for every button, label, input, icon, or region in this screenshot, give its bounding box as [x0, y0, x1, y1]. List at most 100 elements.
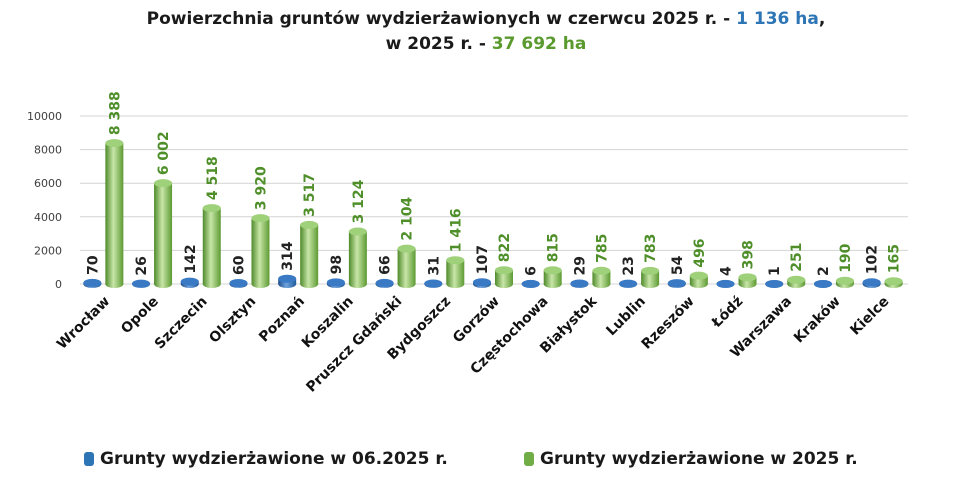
chart-title-line-1: Powierzchnia gruntów wydzierżawionych w …	[0, 9, 972, 29]
legend-label-yearly: Grunty wydzierżawione w 2025 r.	[540, 449, 858, 469]
data-label-blue: 142	[183, 244, 199, 273]
x-tick-label: Lublin	[603, 294, 649, 340]
data-label-blue: 98	[329, 255, 345, 274]
data-label-green: 6 002	[156, 131, 172, 175]
data-label-green: 3 920	[253, 166, 269, 210]
data-label-blue: 102	[865, 245, 881, 274]
legend-item-monthly: Grunty wydzierżawione w 06.2025 r.	[84, 449, 448, 469]
y-tick-label: 6000	[34, 177, 62, 190]
data-label-green: 785	[594, 234, 610, 263]
bar-blue	[375, 278, 394, 288]
data-label-green: 496	[692, 238, 708, 267]
bar-blue	[667, 279, 686, 288]
data-label-green: 3 517	[302, 173, 318, 217]
data-label-blue: 2	[816, 266, 832, 276]
data-label-green: 783	[643, 234, 659, 263]
bar-blue	[83, 278, 102, 288]
legend-swatch-green	[524, 452, 534, 466]
y-tick-label: 2000	[34, 244, 62, 257]
x-tick-label: Kraków	[791, 293, 844, 346]
x-tick-label: Opole	[118, 294, 162, 338]
bar-blue	[229, 278, 248, 288]
x-tick-label: Olsztyn	[206, 294, 259, 347]
y-tick-label: 0	[55, 278, 62, 291]
bar-blue	[619, 279, 638, 288]
bar-green	[543, 266, 562, 288]
y-tick-label: 10000	[27, 110, 62, 123]
data-label-blue: 31	[426, 256, 442, 275]
data-label-blue: 60	[231, 255, 247, 275]
bar-green	[300, 220, 319, 288]
x-axis-labels: Wrocław OpoleSzczecinOlsztynPoznańKoszali…	[54, 293, 892, 396]
bar-blue	[765, 279, 784, 288]
data-label-green: 398	[741, 240, 757, 269]
data-label-green: 190	[838, 243, 854, 272]
title-line-2-prefix: w 2025 r. -	[385, 34, 492, 54]
bar-green	[495, 266, 513, 288]
bar-green	[446, 256, 465, 288]
data-label-blue: 4	[719, 266, 735, 276]
bar-blue	[424, 279, 443, 288]
data-label-green: 8 388	[107, 91, 123, 135]
data-label-blue: 6	[524, 266, 540, 276]
bar-blue	[473, 278, 491, 288]
bar-blue	[813, 279, 832, 288]
bar-green	[835, 276, 854, 288]
bar-green	[884, 277, 903, 288]
data-label-blue: 23	[621, 256, 637, 275]
legend-swatch-blue	[84, 452, 94, 466]
data-label-blue: 54	[670, 255, 686, 275]
data-label-green: 815	[546, 233, 562, 262]
title-line-1-suffix: ,	[818, 9, 826, 29]
bar-blue	[132, 279, 151, 288]
x-tick-label: Łódź	[708, 294, 746, 332]
data-label-green: 251	[789, 243, 805, 272]
data-label-green: 4 518	[205, 156, 221, 200]
legend-item-yearly: Grunty wydzierżawione w 2025 r.	[524, 449, 858, 469]
bar-green	[251, 214, 270, 288]
bar-blue	[180, 277, 199, 288]
chart-title-line-2: w 2025 r. - 37 692 ha	[0, 34, 972, 54]
bar-green	[787, 275, 806, 288]
data-label-blue: 1	[767, 266, 783, 276]
x-tick-label: Pruszcz Gdański	[303, 294, 405, 396]
data-label-green: 2 104	[400, 197, 416, 241]
x-tick-label: Kielce	[847, 294, 892, 339]
y-axis-ticks: 0 2000 4000 6000 8000 10000	[27, 110, 62, 291]
bar-green	[397, 244, 416, 288]
data-label-green: 3 124	[351, 179, 367, 223]
x-tick-label: Rzeszów	[639, 293, 698, 352]
title-monthly-total: 1 136 ha	[736, 9, 819, 29]
y-tick-label: 8000	[34, 144, 62, 157]
bar-green	[348, 227, 367, 288]
title-yearly-total: 37 692 ha	[491, 34, 587, 54]
data-label-blue: 26	[134, 256, 150, 275]
data-label-blue: 314	[280, 241, 296, 270]
bar-blue	[278, 274, 297, 288]
bar-blue	[570, 279, 589, 288]
y-tick-label: 4000	[34, 211, 62, 224]
data-label-blue: 70	[85, 255, 101, 275]
data-label-green: 165	[887, 244, 903, 273]
data-label-green: 1 416	[448, 208, 464, 252]
bar-blue	[716, 279, 735, 288]
data-label-blue: 66	[378, 255, 394, 274]
bar-blue	[326, 278, 345, 288]
bar-blue	[862, 278, 881, 288]
bar-green	[154, 179, 173, 288]
data-label-blue: 107	[475, 245, 491, 274]
bar-green	[105, 139, 124, 288]
bar-green	[738, 273, 757, 288]
bar-green	[689, 271, 708, 288]
bars	[83, 139, 903, 288]
bar-green	[202, 204, 221, 288]
legend-label-monthly: Grunty wydzierżawione w 06.2025 r.	[100, 449, 448, 469]
title-line-1-prefix: Powierzchnia gruntów wydzierżawionych w …	[146, 9, 737, 29]
bar-blue	[521, 279, 540, 288]
x-tick-label: Szczecin	[152, 294, 211, 353]
gridlines	[80, 115, 908, 285]
bar-green	[592, 266, 611, 288]
